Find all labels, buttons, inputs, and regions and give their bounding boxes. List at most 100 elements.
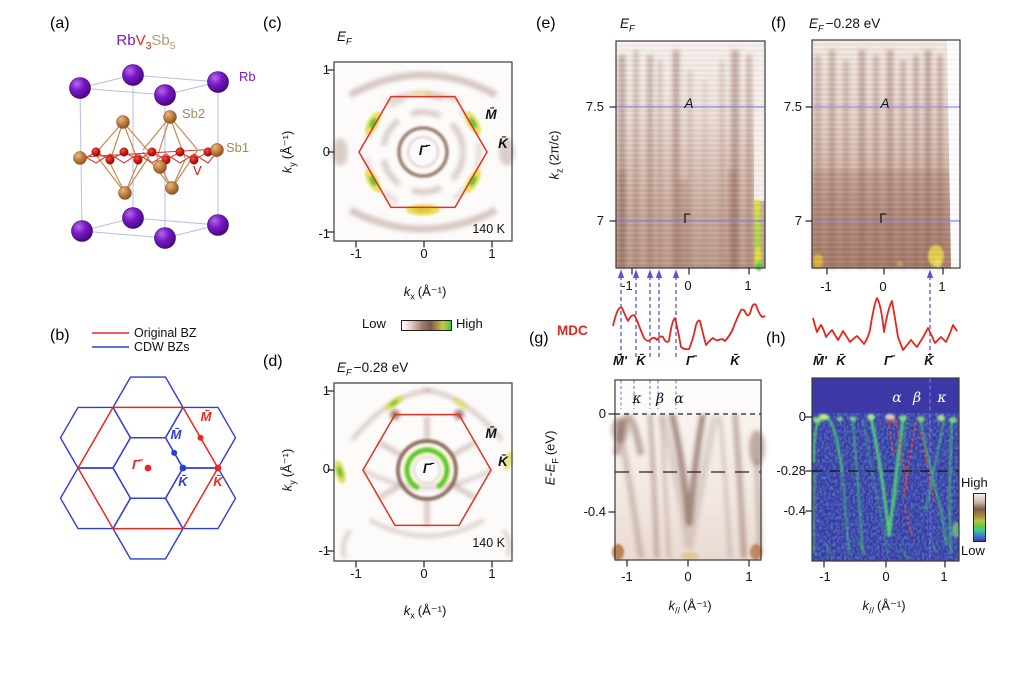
e-ef-unit: (eV) [542, 430, 558, 456]
axis-ticks-g [608, 413, 750, 567]
e-ytick-75: 7.5 [585, 99, 604, 114]
panel-label-h: (h) [766, 330, 786, 347]
e-xtick-m1: -1 [621, 278, 633, 293]
e-a-point: A [684, 96, 694, 111]
kpar-unit: (Å⁻¹) [683, 598, 712, 613]
brillouin-zone-diagram [59, 332, 237, 560]
cdw-arrowheads-left [617, 269, 680, 278]
ef-symbol: E [809, 16, 819, 31]
cbar-h-low: Low [362, 316, 386, 331]
crystal-structure-drawing [69, 64, 229, 249]
curvature-map [805, 377, 960, 568]
kz-ef-streaks [618, 50, 752, 268]
kz-symbol: k [546, 173, 562, 180]
kz-e028-hotspots [813, 245, 944, 268]
h-ytick-m028: -0.28 [776, 463, 806, 478]
fermi-surface-map [327, 61, 515, 248]
atom-label-rb: Rb [239, 69, 256, 84]
atom-label-sb2: Sb2 [182, 106, 206, 121]
panel-label-a: (a) [50, 15, 70, 32]
sb-atoms [73, 110, 224, 200]
f-ytick-7: 7 [794, 213, 802, 228]
kx-sub: x [410, 291, 415, 302]
kx-unit: (Å⁻¹) [417, 284, 447, 299]
f-xtick-m1: -1 [820, 279, 832, 294]
d-y-axis-label: ky (Å⁻¹) [279, 449, 298, 492]
mdcR-k2: K̄ [924, 353, 934, 368]
mdcL-gamma: Γ̄ [686, 353, 694, 368]
rb-atoms [69, 64, 229, 249]
c-m-point: M̄ [485, 107, 497, 122]
original-bz-hexagon [77, 406, 219, 530]
d-k-point: K̄ [498, 454, 508, 469]
fs-gamma-rings [397, 126, 449, 178]
kx-symbol: k [403, 603, 411, 618]
axis-ticks-f [805, 106, 944, 275]
c-ytick-1: 1 [322, 62, 330, 77]
axis-ticks-e [609, 106, 750, 275]
h-beta-band: β [912, 390, 922, 406]
ef-sub: F [629, 23, 635, 35]
c-xtick-m1: -1 [350, 246, 362, 261]
ky-unit: (Å⁻¹) [279, 130, 295, 160]
kpar-symbol: k [862, 598, 869, 613]
compound-rb: Rb [116, 32, 136, 49]
bz-overlay-hexagon-d [362, 413, 492, 527]
constant-energy-map [327, 382, 513, 568]
ef-sub: F [818, 23, 824, 35]
g-beta-band: β [655, 391, 665, 407]
legend-cdw-bz: CDW BZs [134, 340, 190, 354]
fs-brown-features [332, 71, 515, 233]
intensity-colorbar-horizontal [401, 320, 452, 331]
panel-d-title: EF −0.28 eV [337, 361, 408, 378]
f-xtick-1: 1 [938, 279, 946, 294]
disp-kappa-beta-alpha-guides [620, 380, 677, 409]
dispersion-map [608, 379, 765, 567]
d-ytick-1: 1 [322, 383, 330, 398]
panel-label-e: (e) [536, 15, 556, 32]
ef-sub: F [346, 367, 352, 379]
e-xtick-1: 1 [744, 278, 752, 293]
d-x-axis-label: kx (Å⁻¹) [404, 604, 447, 621]
mdcL-mprime: M̄' [613, 353, 627, 368]
bz-k-cdw-label: K̄ [178, 474, 188, 489]
d-ytick-0: 0 [322, 461, 330, 476]
kx-unit: (Å⁻¹) [417, 603, 447, 618]
d-temperature: 140 K [472, 536, 505, 550]
panel-c-title: EF [337, 30, 352, 47]
kpar-sub: // [868, 605, 875, 616]
axis-ticks-c [327, 69, 493, 248]
h-xtick-m1: -1 [819, 569, 831, 584]
legend-swatches [92, 332, 129, 348]
e-ef-symbol: E-E [542, 463, 558, 486]
kpar-unit: (Å⁻¹) [877, 598, 906, 613]
kpar-sub: // [674, 605, 681, 616]
bz-m-cdw-label: M̄ [170, 427, 182, 442]
kz-map-ef [609, 40, 766, 275]
c-x-axis-label: kx (Å⁻¹) [404, 285, 447, 302]
c-temperature: 140 K [472, 222, 505, 236]
panel-label-f: (f) [771, 15, 787, 32]
kz-ef-bright-streak [754, 199, 762, 271]
legend-original-bz: Original BZ [134, 326, 197, 340]
ky-symbol: k [279, 484, 295, 492]
g-alpha-band: α [674, 391, 684, 407]
intensity-colorbar-vertical [973, 493, 986, 542]
ef-sub: F [346, 36, 352, 48]
e-ytick-7: 7 [596, 213, 604, 228]
c-y-axis-label: ky (Å⁻¹) [279, 130, 298, 174]
compound-sb-sub: 5 [169, 40, 176, 52]
ef-symbol: E [337, 360, 347, 375]
g-xtick-0: 0 [684, 569, 692, 584]
h-alpha-band: α [892, 390, 902, 406]
e-ef-sub: F [550, 458, 561, 464]
mdc-curve-left [612, 303, 766, 351]
f-gamma-point: Γ [879, 211, 887, 226]
cdw-arrowhead-right [926, 269, 934, 278]
kpar-symbol: k [668, 598, 675, 613]
d-xtick-0: 0 [420, 566, 428, 581]
mdc-tag: MDC [557, 323, 588, 338]
curv-fermi-blobs [813, 414, 960, 538]
curv-green-bands [812, 415, 954, 559]
panel-label-b: (b) [50, 327, 70, 344]
